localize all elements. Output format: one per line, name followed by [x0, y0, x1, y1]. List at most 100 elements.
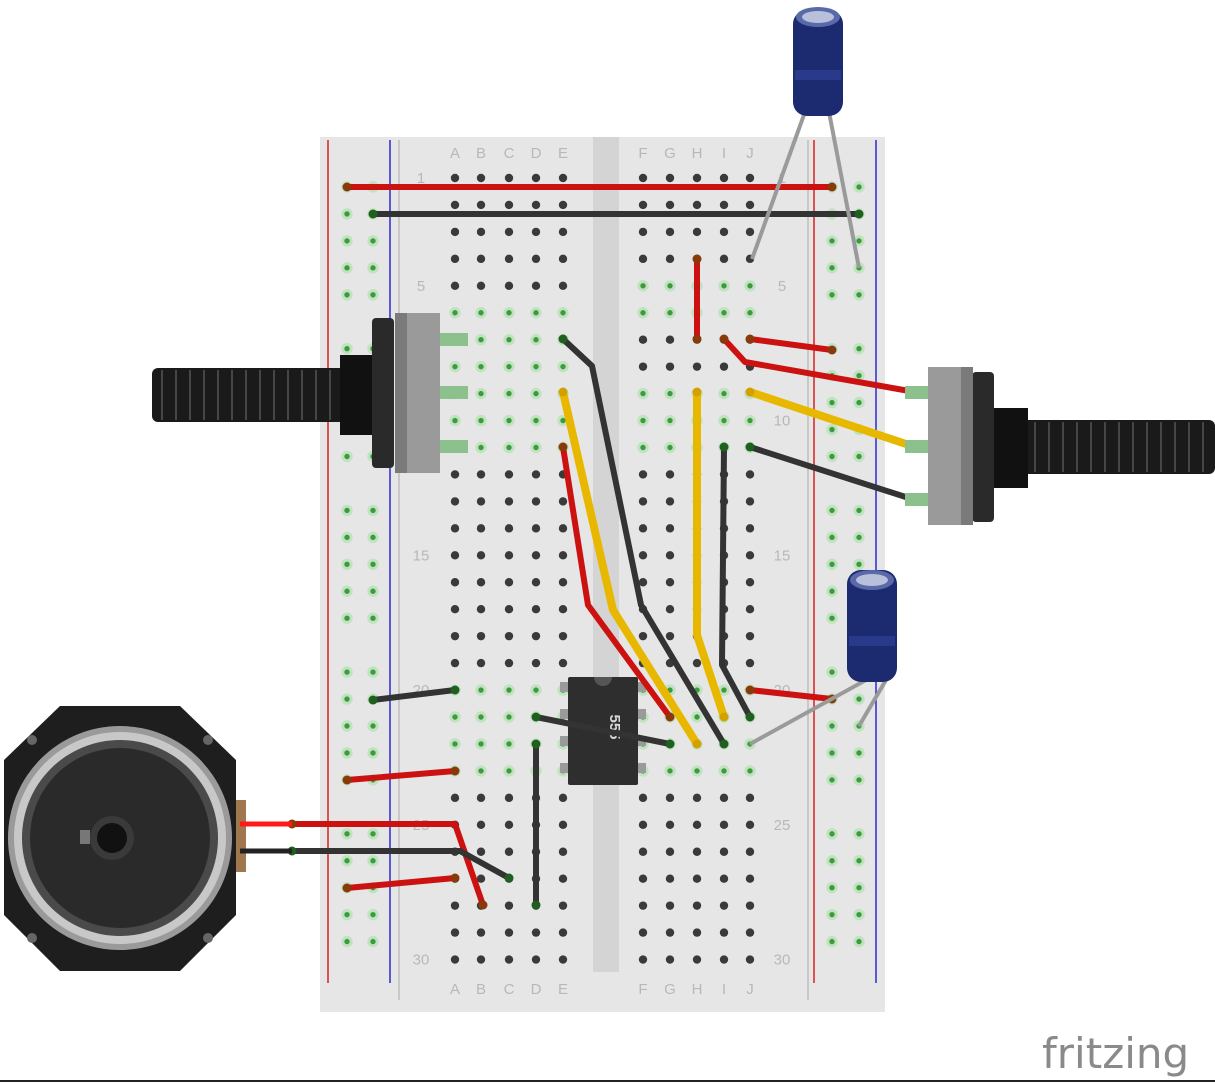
rail-hole[interactable]	[826, 396, 838, 409]
potentiometer-left-icon[interactable]	[152, 313, 468, 473]
wire-end[interactable]	[342, 182, 352, 192]
rail-hole[interactable]	[341, 747, 353, 759]
rail-hole[interactable]	[853, 882, 865, 894]
breadboard-hole[interactable]	[503, 307, 515, 319]
breadboard-hole[interactable]	[450, 524, 460, 533]
breadboard-hole[interactable]	[504, 578, 514, 587]
breadboard-hole[interactable]	[665, 605, 675, 614]
rail-hole[interactable]	[853, 693, 865, 705]
rail-hole[interactable]	[367, 289, 379, 301]
breadboard-hole[interactable]	[475, 387, 487, 400]
breadboard-hole[interactable]	[504, 173, 514, 183]
breadboard-hole[interactable]	[504, 470, 514, 479]
rail-hole[interactable]	[853, 396, 865, 409]
breadboard-hole[interactable]	[450, 955, 460, 964]
breadboard-hole[interactable]	[504, 200, 514, 210]
breadboard-hole[interactable]	[503, 441, 515, 454]
breadboard-hole[interactable]	[476, 605, 486, 614]
breadboard-hole[interactable]	[476, 955, 486, 964]
breadboard-hole[interactable]	[665, 335, 675, 344]
breadboard-hole[interactable]	[476, 497, 486, 506]
breadboard-hole[interactable]	[476, 631, 486, 641]
breadboard-hole[interactable]	[638, 227, 648, 237]
breadboard-hole[interactable]	[665, 874, 675, 883]
breadboard-hole[interactable]	[449, 738, 461, 750]
wire-end[interactable]	[665, 739, 675, 749]
rail-hole[interactable]	[367, 666, 379, 678]
rail-hole[interactable]	[367, 908, 379, 921]
breadboard-hole[interactable]	[745, 605, 755, 614]
breadboard-hole[interactable]	[745, 551, 755, 560]
breadboard-hole[interactable]	[745, 955, 755, 964]
wires-yellow[interactable]	[559, 388, 919, 748]
breadboard-hole[interactable]	[638, 874, 648, 883]
breadboard-hole[interactable]	[476, 578, 486, 587]
breadboard-hole[interactable]	[558, 658, 568, 668]
rail-hole[interactable]	[341, 935, 353, 948]
breadboard-hole[interactable]	[745, 820, 755, 829]
breadboard-hole[interactable]	[558, 605, 568, 614]
rail-hole[interactable]	[826, 262, 838, 274]
wire-end[interactable]	[531, 900, 541, 910]
wire-end[interactable]	[692, 387, 702, 397]
breadboard-hole[interactable]	[637, 441, 649, 454]
breadboard-hole[interactable]	[719, 901, 729, 910]
rail-hole[interactable]	[826, 747, 838, 759]
wire-end[interactable]	[531, 712, 541, 722]
breadboard-hole[interactable]	[450, 470, 460, 479]
rail-hole[interactable]	[341, 289, 353, 301]
wire-end[interactable]	[854, 209, 864, 219]
breadboard-hole[interactable]	[503, 414, 515, 427]
wire-end[interactable]	[504, 873, 514, 883]
breadboard-hole[interactable]	[665, 200, 675, 210]
rail-hole[interactable]	[853, 774, 865, 786]
breadboard-hole[interactable]	[745, 874, 755, 883]
wire-end[interactable]	[827, 182, 837, 192]
breadboard-hole[interactable]	[638, 335, 648, 344]
breadboard-hole[interactable]	[692, 227, 702, 237]
breadboard-hole[interactable]	[531, 200, 541, 210]
wire-end[interactable]	[558, 387, 568, 397]
breadboard-hole[interactable]	[530, 334, 542, 346]
breadboard-hole[interactable]	[475, 414, 487, 427]
breadboard-hole[interactable]	[558, 254, 568, 264]
breadboard-hole[interactable]	[476, 658, 486, 668]
wires-red[interactable]	[289, 184, 918, 908]
rail-hole[interactable]	[341, 450, 353, 463]
breadboard-hole[interactable]	[503, 738, 515, 750]
rail-hole[interactable]	[341, 235, 353, 247]
breadboard-hole[interactable]	[504, 281, 514, 290]
breadboard-hole[interactable]	[504, 551, 514, 560]
breadboard-hole[interactable]	[558, 820, 568, 829]
breadboard-hole[interactable]	[558, 874, 568, 883]
breadboard-hole[interactable]	[558, 847, 568, 856]
breadboard-hole[interactable]	[530, 684, 542, 696]
breadboard-hole[interactable]	[476, 524, 486, 533]
breadboard-hole[interactable]	[638, 631, 648, 641]
breadboard-hole[interactable]	[475, 711, 487, 723]
breadboard-hole[interactable]	[475, 684, 487, 696]
capacitor-top-icon[interactable]	[750, 7, 861, 269]
rail-hole[interactable]	[826, 828, 838, 840]
breadboard-hole[interactable]	[665, 631, 675, 641]
breadboard-hole[interactable]	[692, 928, 702, 937]
rail-hole[interactable]	[367, 585, 379, 597]
breadboard-hole[interactable]	[745, 658, 755, 668]
wire-end[interactable]	[745, 685, 755, 695]
breadboard-hole[interactable]	[476, 793, 486, 803]
breadboard-hole[interactable]	[692, 658, 702, 668]
breadboard-hole[interactable]	[665, 928, 675, 937]
breadboard-hole[interactable]	[692, 901, 702, 910]
breadboard-hole[interactable]	[692, 847, 702, 856]
breadboard-hole[interactable]	[719, 928, 729, 937]
breadboard-hole[interactable]	[718, 387, 730, 400]
breadboard-hole[interactable]	[745, 173, 755, 183]
wire-end[interactable]	[558, 442, 568, 452]
rail-hole[interactable]	[826, 935, 838, 948]
wire-end[interactable]	[342, 883, 352, 893]
breadboard-hole[interactable]	[718, 684, 730, 696]
breadboard-hole[interactable]	[665, 227, 675, 237]
rail-hole[interactable]	[826, 774, 838, 786]
breadboard-hole[interactable]	[531, 658, 541, 668]
breadboard-hole[interactable]	[476, 928, 486, 937]
